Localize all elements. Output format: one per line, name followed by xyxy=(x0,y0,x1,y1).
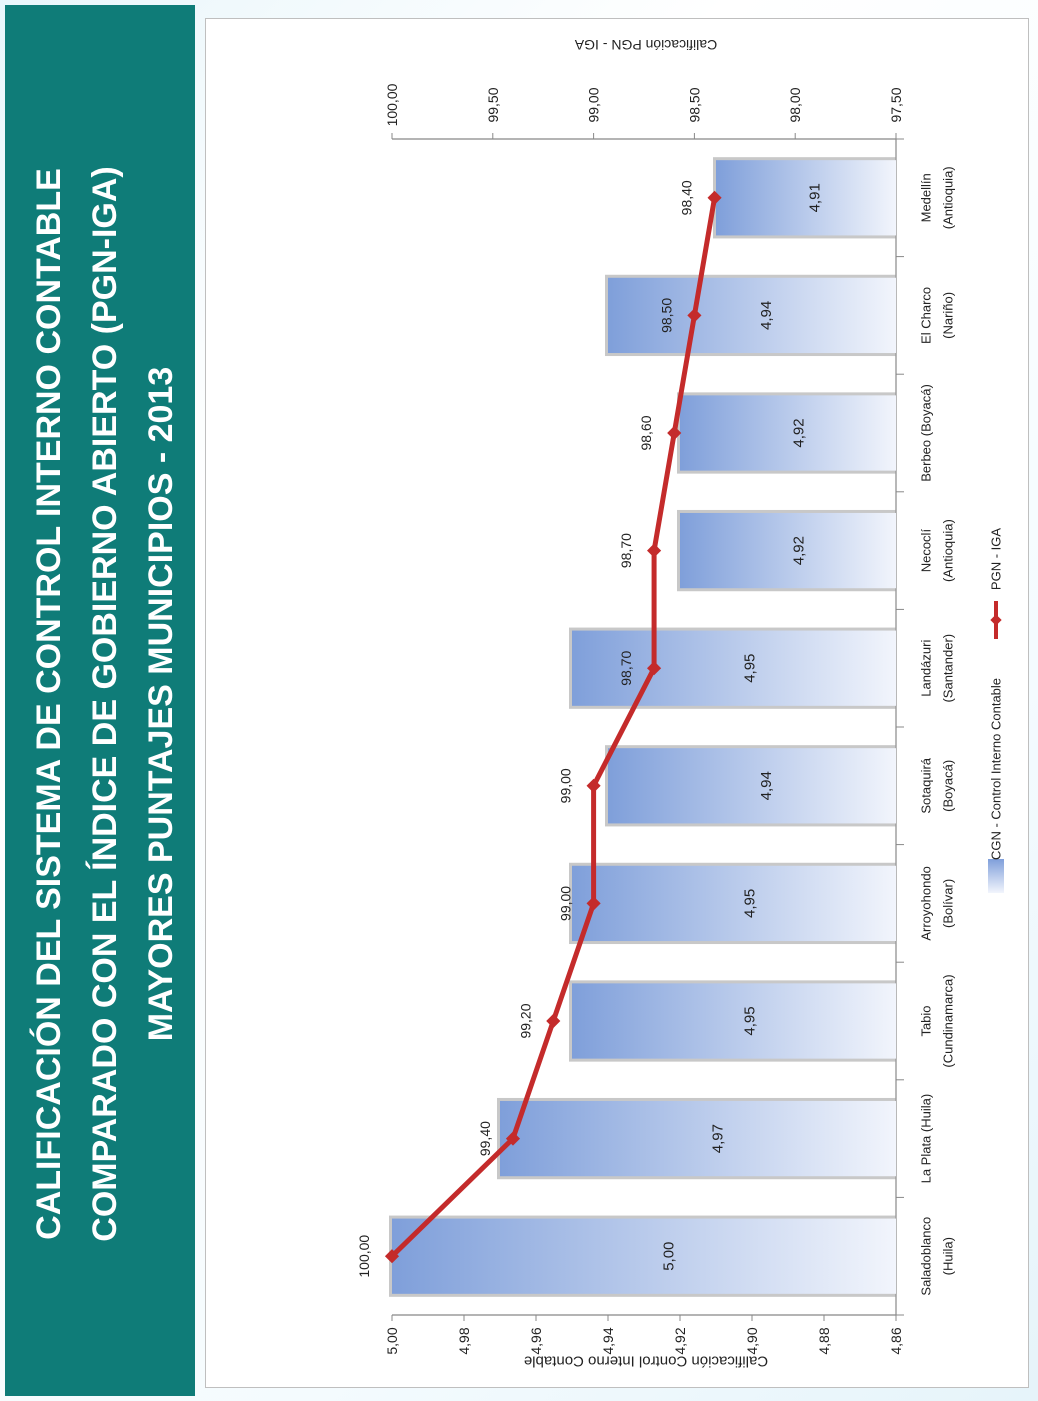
bar-value-label: 4,94 xyxy=(758,301,775,330)
category-label: El Charco xyxy=(919,287,934,344)
primary-tick-label: 4,94 xyxy=(600,1327,616,1354)
title-band: CALIFICACIÓN DEL SISTEMA DE CONTROL INTE… xyxy=(5,5,195,1396)
primary-tick-label: 4,88 xyxy=(816,1327,832,1354)
bar xyxy=(608,278,896,353)
bar-value-label: 4,92 xyxy=(790,418,807,447)
bar xyxy=(680,395,896,470)
category-label: Medellín xyxy=(919,173,934,222)
category-label: Berbeo (Boyacá) xyxy=(919,384,934,482)
bar-value-label: 4,91 xyxy=(807,183,824,212)
bar-value-label: 4,95 xyxy=(742,1006,759,1035)
category-label: (Antioquia) xyxy=(941,519,956,582)
secondary-tick-label: 99,00 xyxy=(586,87,602,122)
iga-value-label: 98,70 xyxy=(618,650,634,685)
secondary-tick-label: 98,50 xyxy=(686,87,702,122)
legend-line-label: PGN - IGA xyxy=(989,528,1004,590)
category-label: (Nariño) xyxy=(941,292,956,339)
title-line-2: COMPARADO CON EL ÍNDICE DE GOBIERNO ABIE… xyxy=(77,24,133,1384)
secondary-tick-label: 97,50 xyxy=(888,87,904,122)
bar xyxy=(572,866,896,941)
primary-tick-label: 5,00 xyxy=(384,1327,400,1354)
secondary-axis-title: Calificación PGN - IGA xyxy=(574,37,717,53)
iga-value-label: 99,00 xyxy=(558,886,574,921)
iga-value-label: 99,00 xyxy=(558,768,574,803)
bar-value-label: 5,00 xyxy=(661,1242,678,1271)
iga-value-label: 100,00 xyxy=(356,1235,372,1278)
category-label: (Cundinamarca) xyxy=(941,974,956,1067)
bar xyxy=(392,1219,896,1294)
iga-value-label: 98,40 xyxy=(679,180,695,215)
iga-marker xyxy=(546,1014,560,1028)
bar-value-label: 4,97 xyxy=(709,1124,726,1153)
legend-line-marker xyxy=(990,614,1001,625)
category-label: Tabio xyxy=(919,1005,934,1036)
category-label: Arroyohondo xyxy=(919,866,934,940)
title-line-3: MAYORES PUNTAJES MUNICIPIOS - 2013 xyxy=(133,24,189,1384)
bar xyxy=(608,748,896,823)
category-label: (Boyacá) xyxy=(941,760,956,812)
primary-axis-title: Calificación Control Interno Contable xyxy=(524,1353,768,1370)
bar xyxy=(680,513,896,588)
bar-value-label: 4,95 xyxy=(742,889,759,918)
chart: 5,00 4,98 4,96 4,94 4,92 4,90 4,88 4,86 Califica… xyxy=(206,19,1028,1387)
secondary-tick-label: 98,00 xyxy=(787,87,803,122)
category-label: Necoclí xyxy=(919,529,934,573)
bar xyxy=(572,983,896,1058)
category-label: La Plata (Huila) xyxy=(919,1094,934,1184)
bar-value-label: 4,92 xyxy=(790,536,807,565)
category-label: (Antioquia) xyxy=(941,166,956,229)
category-label: Saladoblanco xyxy=(919,1217,934,1296)
chart-frame: 5,00 4,98 4,96 4,94 4,92 4,90 4,88 4,86 Califica… xyxy=(205,18,1029,1388)
iga-value-label: 99,20 xyxy=(517,1003,533,1038)
bar xyxy=(500,1101,896,1176)
chart-title: CALIFICACIÓN DEL SISTEMA DE CONTROL INTE… xyxy=(21,24,189,1384)
iga-value-label: 98,70 xyxy=(618,533,634,568)
secondary-tick-label: 99,50 xyxy=(485,87,501,122)
category-label: Sotaquirá xyxy=(919,757,934,813)
category-label: Landázuri xyxy=(919,640,934,697)
category-label: (Santander) xyxy=(941,634,956,703)
title-line-1: CALIFICACIÓN DEL SISTEMA DE CONTROL INTE… xyxy=(21,24,77,1384)
secondary-tick-label: 100,00 xyxy=(384,83,400,126)
primary-tick-label: 4,96 xyxy=(528,1327,544,1354)
primary-tick-label: 4,90 xyxy=(744,1327,760,1354)
category-label: (Huila) xyxy=(941,1237,956,1275)
category-label: (Bolívar) xyxy=(941,879,956,928)
primary-tick-label: 4,98 xyxy=(456,1327,472,1354)
legend-bar-swatch xyxy=(988,859,1004,893)
iga-value-label: 99,40 xyxy=(477,1121,493,1156)
primary-tick-label: 4,86 xyxy=(888,1327,904,1354)
iga-value-label: 98,60 xyxy=(638,415,654,450)
bar-value-label: 4,95 xyxy=(742,654,759,683)
iga-marker xyxy=(647,544,661,558)
bar-value-label: 4,94 xyxy=(758,771,775,800)
iga-value-label: 98,50 xyxy=(658,298,674,333)
legend-bar-label: CGN - Control Interno Contable xyxy=(989,678,1004,860)
primary-tick-label: 4,92 xyxy=(672,1327,688,1354)
iga-line xyxy=(392,198,715,1256)
